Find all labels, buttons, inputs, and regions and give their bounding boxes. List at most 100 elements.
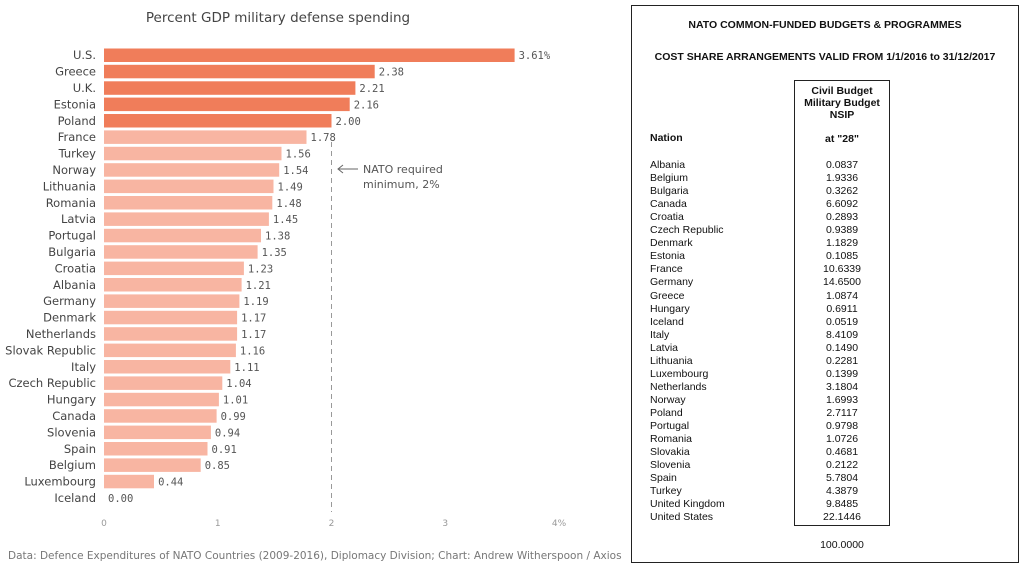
cost-share-value: 0.6911 [826, 302, 858, 315]
value-label: 1.56 [286, 149, 311, 161]
table-title: NATO COMMON-FUNDED BUDGETS & PROGRAMMES [688, 19, 962, 31]
value-label: 0.44 [158, 477, 183, 489]
cost-share-value: 1.0726 [825, 433, 859, 446]
value-label: 1.49 [278, 181, 303, 193]
bar [104, 376, 223, 390]
table-row: Hungary 0.6911 [632, 303, 1018, 316]
annotation-line-1: NATO required [363, 163, 443, 176]
cost-share-value: 9.8485 [825, 498, 859, 511]
category-label: Denmark [43, 311, 96, 325]
bar [104, 278, 242, 292]
cost-share-value: 0.9798 [825, 420, 859, 432]
bar [104, 310, 238, 325]
value-label: 1.54 [283, 165, 308, 177]
bar [104, 474, 154, 489]
cost-share-value: 2.7117 [826, 407, 858, 419]
nation-name: Turkey [650, 485, 682, 498]
bar [104, 48, 515, 62]
column-header-sub: at "28" [825, 133, 859, 145]
category-label: Spain [64, 442, 96, 456]
table-row: Iceland 0.0519 [632, 316, 1018, 329]
table-row: Denmark 1.1829 [632, 237, 1018, 250]
nation-name: Belgium [650, 172, 688, 185]
bar [104, 442, 208, 456]
bar [104, 146, 282, 161]
table-row: Poland 2.7117 [632, 407, 1018, 420]
value-label: 1.04 [226, 378, 251, 390]
bar [104, 196, 273, 210]
category-label: Slovenia [47, 425, 96, 439]
bar [104, 261, 244, 276]
category-label: U.S. [73, 48, 96, 62]
nation-name: France [650, 263, 683, 276]
nation-name: Albania [650, 159, 686, 171]
annotation-arrow-head [337, 164, 344, 174]
cost-share-value: 22.1446 [823, 511, 861, 524]
nation-name: Bulgaria [650, 185, 689, 198]
value-column-box [794, 80, 890, 526]
bar [104, 425, 211, 440]
bar-chart: Percent GDP military defense spending U.… [5, 10, 566, 529]
category-label: Latvia [61, 212, 96, 226]
nation-name: Canada [650, 198, 687, 211]
bars-group: U.S. 3.61% Greece 2.38 U.K. 2.21 Estonia 2.16 Po… [5, 48, 551, 505]
bar [104, 294, 240, 308]
category-label: U.K. [73, 81, 96, 95]
category-label: Turkey [58, 147, 97, 161]
nation-name: Iceland [650, 315, 684, 328]
bar [104, 343, 236, 358]
nation-name: Norway [650, 393, 686, 406]
nation-name: Germany [650, 276, 694, 289]
bar [104, 327, 238, 341]
value-label: 2.00 [336, 116, 361, 128]
value-label: 0.91 [212, 444, 237, 456]
value-label: 1.78 [311, 132, 336, 144]
category-label: Albania [53, 278, 96, 292]
cost-share-value: 1.1829 [825, 237, 859, 250]
nation-name: United States [650, 511, 714, 524]
table-row: Germany 14.6500 [632, 276, 1018, 289]
cost-share-value: 6.6092 [825, 198, 859, 211]
bar [104, 360, 231, 374]
category-label: Lithuania [43, 179, 96, 193]
table-row: Canada 6.6092 [632, 198, 1018, 211]
cost-share-value: 10.6339 [823, 263, 861, 276]
annotation-line-2: minimum, 2% [363, 178, 440, 191]
nation-name: Croatia [650, 211, 684, 224]
category-label: Slovak Republic [5, 343, 96, 357]
table-row: Lithuania 0.2281 [632, 355, 1018, 368]
table-row: Slovakia 0.4681 [632, 446, 1018, 459]
table-row: Belgium 1.9336 [632, 172, 1018, 185]
category-label: Belgium [49, 458, 96, 472]
category-label: Poland [58, 114, 96, 128]
cost-share-value: 0.2122 [825, 459, 859, 472]
nation-name: Greece [650, 289, 685, 302]
nation-name: Poland [650, 407, 683, 419]
nation-name: United Kingdom [650, 498, 725, 511]
cost-share-value: 0.0837 [825, 159, 859, 171]
table-row: Luxembourg 0.1399 [632, 368, 1018, 381]
column-header-civil: Civil Budget [811, 85, 873, 97]
x-tick-label: 1 [215, 519, 221, 529]
bar [104, 114, 332, 128]
column-header-military: Military Budget [804, 97, 880, 109]
value-label: 0.00 [108, 493, 133, 505]
category-label: Iceland [54, 491, 96, 505]
bar [104, 245, 258, 259]
table-row: Norway 1.6993 [632, 394, 1018, 407]
cost-share-value: 1.9336 [825, 172, 859, 185]
chart-title: Percent GDP military defense spending [146, 10, 410, 26]
cost-share-value: 1.6993 [825, 393, 859, 406]
cost-share-value: 0.2893 [825, 211, 859, 224]
table-row: Netherlands 3.1804 [632, 381, 1018, 394]
cost-share-value: 8.4109 [825, 328, 859, 341]
table-row: Albania 0.0837 [632, 159, 1018, 172]
nation-name: Slovenia [650, 459, 691, 472]
cost-share-value: 0.2281 [825, 354, 859, 367]
value-label: 1.16 [240, 345, 265, 357]
value-label: 1.01 [223, 395, 248, 407]
bar [104, 130, 307, 144]
category-label: Greece [55, 65, 96, 79]
cost-share-value: 0.0519 [825, 315, 859, 328]
table-subtitle: COST SHARE ARRANGEMENTS VALID FROM 1/1/2… [654, 51, 996, 63]
